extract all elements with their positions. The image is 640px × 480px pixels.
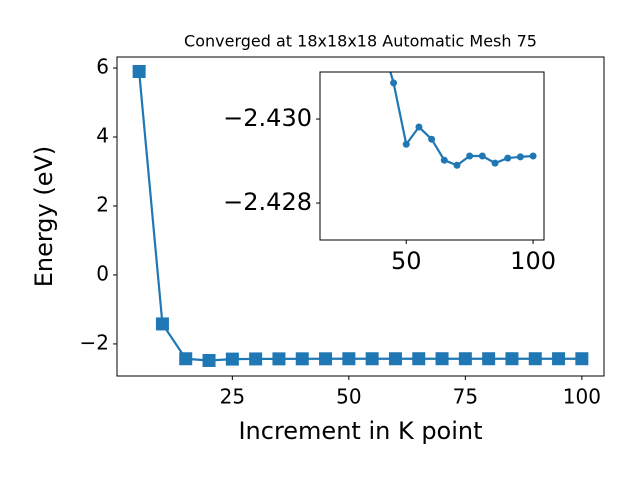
y-tick-label: 0	[96, 261, 109, 285]
marker	[466, 152, 474, 160]
marker	[342, 352, 356, 366]
marker	[295, 352, 309, 366]
marker	[132, 64, 146, 78]
marker	[249, 352, 263, 366]
plot-group	[389, 72, 537, 169]
y-tick-label: −2.428	[223, 188, 312, 216]
marker	[516, 153, 524, 161]
x-tick-label: 25	[220, 385, 245, 409]
axes-frame	[116, 56, 605, 377]
marker	[388, 352, 402, 366]
x-tick-label: 100	[510, 247, 556, 275]
marker	[402, 140, 410, 148]
marker	[202, 353, 216, 367]
marker	[319, 352, 333, 366]
marker	[365, 352, 379, 366]
marker	[453, 161, 461, 169]
marker	[155, 317, 169, 331]
marker	[528, 352, 542, 366]
marker	[504, 154, 512, 162]
marker	[458, 352, 472, 366]
marker	[412, 352, 426, 366]
marker	[478, 152, 486, 160]
y-axis-label: Energy (eV)	[30, 146, 58, 288]
x-axis-label: Increment in K point	[238, 417, 482, 445]
chart-title: Converged at 18x18x18 Automatic Mesh 75	[184, 32, 537, 51]
y-tick-label: 2	[96, 192, 109, 216]
y-tick-label: −2.430	[223, 104, 312, 132]
y-tick-label: −2	[80, 330, 109, 354]
x-tick-label: 75	[453, 385, 478, 409]
marker	[552, 352, 566, 366]
marker	[491, 159, 499, 167]
marker	[415, 123, 423, 131]
marker	[505, 352, 519, 366]
marker	[435, 352, 449, 366]
y-tick-label: 4	[96, 124, 109, 148]
marker	[428, 135, 436, 143]
x-tick-label: 50	[336, 385, 361, 409]
marker	[225, 352, 239, 366]
marker	[529, 152, 537, 160]
marker	[575, 352, 589, 366]
marker	[440, 156, 448, 164]
plot-group	[132, 64, 589, 367]
marker	[390, 79, 398, 87]
y-tick-label: 6	[96, 55, 109, 79]
marker	[482, 352, 496, 366]
marker	[179, 352, 193, 366]
x-tick-label: 100	[563, 385, 601, 409]
x-tick-label: 50	[391, 247, 422, 275]
axes-frame	[319, 71, 545, 241]
marker	[272, 352, 286, 366]
